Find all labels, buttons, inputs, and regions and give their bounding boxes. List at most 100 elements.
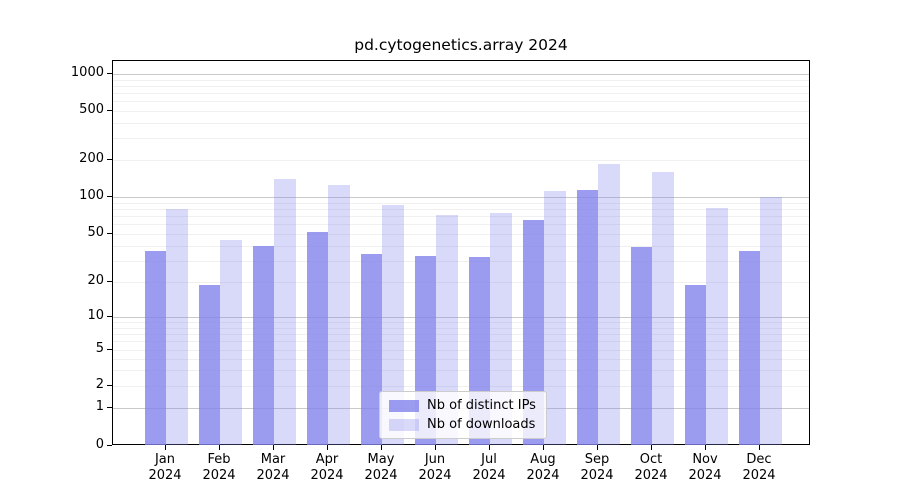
bar-downloads-dec: [760, 197, 782, 445]
gridline-major: [113, 317, 809, 318]
gridline-minor: [113, 260, 809, 262]
bar-downloads-apr: [328, 185, 350, 445]
y-tick-mark: [107, 407, 112, 408]
x-tick-label: Apr 2024: [310, 452, 344, 483]
y-tick-mark: [107, 349, 112, 350]
y-tick-label: 5: [95, 341, 104, 356]
x-tick-label: Mar 2024: [256, 452, 290, 483]
x-tick-mark: [219, 445, 220, 450]
gridline-minor: [113, 111, 809, 112]
gridline-minor: [113, 282, 809, 283]
x-tick-label: Feb 2024: [202, 452, 236, 483]
gridline-major: [113, 197, 809, 198]
gridline-major: [113, 74, 809, 75]
gridline-minor: [113, 234, 809, 235]
bar-distinct-ips-mar: [252, 245, 274, 445]
gridline-minor: [113, 101, 809, 103]
x-tick-mark: [705, 445, 706, 450]
y-tick-mark: [107, 196, 112, 197]
y-tick-label: 20: [87, 273, 104, 288]
x-tick-mark: [651, 445, 652, 450]
x-tick-label: Sep 2024: [580, 452, 614, 483]
x-tick-mark: [381, 445, 382, 450]
x-tick-label: Jun 2024: [418, 452, 452, 483]
y-tick-mark: [107, 159, 112, 160]
x-tick-label: Jul 2024: [472, 452, 506, 483]
gridline-minor: [113, 386, 809, 387]
x-tick-mark: [489, 445, 490, 450]
legend-swatch-downloads: [389, 418, 419, 431]
x-tick-mark: [759, 445, 760, 450]
gridline-minor: [113, 370, 809, 372]
bar-downloads-jun: [436, 214, 458, 445]
x-tick-mark: [543, 445, 544, 450]
legend-item-downloads: Nb of downloads: [389, 417, 536, 432]
y-tick-label: 1: [95, 399, 104, 414]
gridline-minor: [113, 224, 809, 226]
gridline-minor: [113, 245, 809, 247]
legend-item-distinct-ips: Nb of distinct IPs: [389, 398, 536, 413]
bar-downloads-jan: [166, 208, 188, 445]
gridline-minor: [113, 122, 809, 124]
y-tick-label: 2: [95, 377, 104, 392]
gridline-minor: [113, 333, 809, 335]
y-tick-mark: [107, 445, 112, 446]
gridline-minor: [113, 322, 809, 324]
gridline-minor: [113, 358, 809, 360]
x-tick-label: Oct 2024: [634, 452, 668, 483]
y-tick-mark: [107, 233, 112, 234]
x-tick-mark: [273, 445, 274, 450]
x-tick-mark: [435, 445, 436, 450]
bar-distinct-ips-sep: [576, 189, 598, 445]
x-tick-mark: [165, 445, 166, 450]
bar-distinct-ips-nov: [684, 284, 706, 445]
bar-distinct-ips-oct: [630, 247, 652, 445]
y-tick-mark: [107, 73, 112, 74]
gridline-minor: [113, 85, 809, 87]
y-tick-mark: [107, 316, 112, 317]
chart-title: pd.cytogenetics.array 2024: [354, 36, 568, 54]
y-tick-mark: [107, 281, 112, 282]
gridline-minor: [113, 138, 809, 140]
gridline-minor: [113, 341, 809, 343]
bar-distinct-ips-may: [360, 254, 382, 445]
bar-downloads-may: [382, 205, 404, 445]
bar-distinct-ips-jan: [144, 251, 166, 445]
legend: Nb of distinct IPs Nb of downloads: [379, 391, 547, 439]
bar-downloads-sep: [598, 164, 620, 445]
y-tick-label: 100: [79, 188, 104, 203]
y-tick-label: 50: [87, 225, 104, 240]
y-tick-label: 10: [87, 308, 104, 323]
bar-downloads-oct: [652, 171, 674, 445]
bar-distinct-ips-dec: [738, 251, 760, 445]
gridline-minor: [113, 160, 809, 161]
bar-downloads-jul: [490, 213, 512, 445]
bar-distinct-ips-apr: [306, 231, 328, 445]
gridline-minor: [113, 216, 809, 218]
x-tick-label: May 2024: [364, 452, 398, 483]
legend-swatch-distinct-ips: [389, 399, 419, 412]
x-tick-label: Jan 2024: [148, 452, 182, 483]
plot-area: [112, 60, 810, 445]
bar-distinct-ips-feb: [198, 284, 220, 445]
bar-distinct-ips-aug: [522, 219, 544, 445]
y-tick-mark: [107, 385, 112, 386]
y-tick-label: 0: [95, 437, 104, 452]
x-tick-label: Nov 2024: [688, 452, 722, 483]
bar-downloads-feb: [220, 239, 242, 445]
x-tick-mark: [597, 445, 598, 450]
gridline-minor: [113, 350, 809, 351]
y-tick-label: 1000: [70, 65, 104, 80]
legend-label-downloads: Nb of downloads: [427, 417, 536, 432]
gridline-minor: [113, 327, 809, 329]
gridline-minor: [113, 208, 809, 210]
y-tick-mark: [107, 110, 112, 111]
y-tick-label: 500: [79, 102, 104, 117]
bar-downloads-aug: [544, 190, 566, 445]
y-tick-label: 200: [79, 151, 104, 166]
legend-label-distinct-ips: Nb of distinct IPs: [427, 398, 536, 413]
gridline-minor: [113, 202, 809, 204]
x-tick-label: Dec 2024: [742, 452, 776, 483]
bar-downloads-mar: [274, 179, 296, 445]
